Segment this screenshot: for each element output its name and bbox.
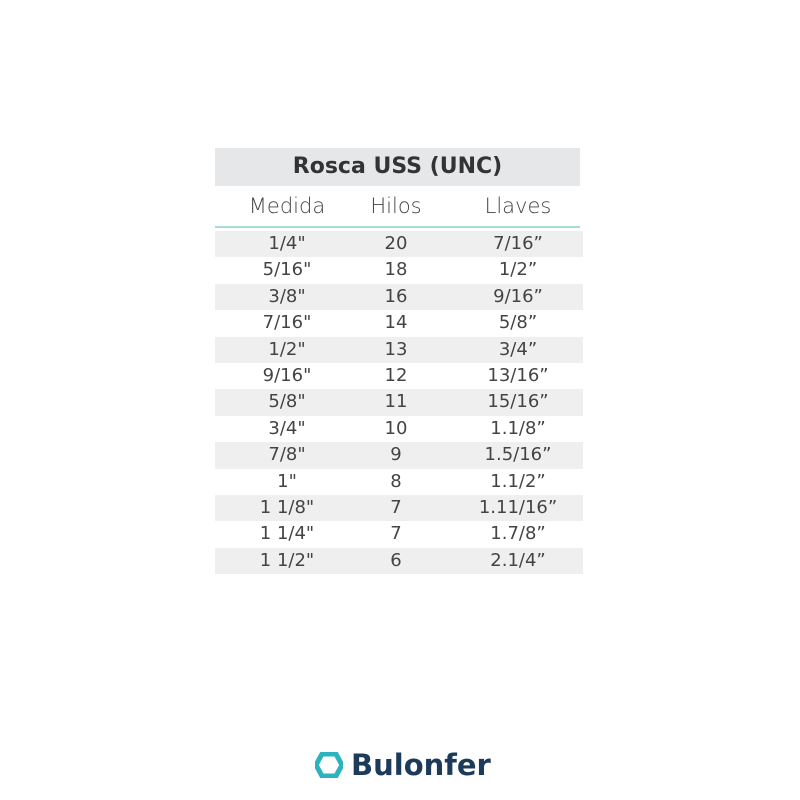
cell-llaves: 1.11/16” (478, 496, 558, 518)
table-row: 1/4" 20 7/16” (215, 231, 583, 258)
cell-hilos: 8 (390, 470, 402, 492)
cell-hilos: 10 (384, 417, 408, 439)
table-row: 7/16" 14 5/8” (215, 310, 583, 336)
table-row: 9/16" 12 13/16” (215, 363, 583, 389)
cell-hilos: 7 (390, 496, 402, 518)
cell-medida: 3/4" (268, 417, 306, 439)
cell-medida: 5/8" (268, 391, 306, 413)
table-body: 1/4" 20 7/16” 5/16" 18 1/2” 3/8" 16 9/16” 7/16" 14… (215, 231, 583, 575)
table-row: 1/2" 13 3/4” (215, 336, 583, 363)
cell-llaves: 1.1/2” (490, 470, 546, 492)
cell-medida: 3/8" (268, 285, 306, 307)
cell-llaves: 1/2” (498, 259, 538, 281)
cell-llaves: 9/16” (493, 285, 543, 307)
cell-hilos: 11 (384, 391, 408, 413)
table-row: 1 1/8" 7 1.11/16” (215, 494, 583, 522)
cell-llaves: 1.5/16” (484, 444, 552, 466)
logo-text: Bulonfer (351, 748, 491, 782)
column-header-medida: Medida (248, 194, 326, 218)
cell-medida: 1/2" (268, 338, 306, 360)
table-row: 5/8" 11 15/16” (215, 389, 583, 416)
cell-hilos: 7 (390, 523, 402, 545)
cell-hilos: 9 (390, 444, 402, 466)
cell-hilos: 13 (384, 338, 408, 360)
table-row: 1 1/2" 6 2.1/4” (215, 547, 583, 575)
table-row: 3/8" 16 9/16” (215, 283, 583, 311)
cell-medida: 5/16" (262, 259, 312, 281)
column-header-llaves: Llaves (484, 194, 552, 218)
cell-medida: 1 1/8" (259, 496, 315, 518)
cell-medida: 1 1/2" (259, 549, 315, 571)
cell-medida: 1 1/4" (259, 523, 315, 545)
cell-medida: 9/16" (262, 364, 312, 386)
cell-llaves: 5/8” (498, 312, 538, 334)
bulonfer-logo: Bulonfer (315, 748, 491, 782)
table-row: 3/4" 10 1.1/8” (215, 416, 583, 442)
table-row: 5/16" 18 1/2” (215, 257, 583, 283)
cell-llaves: 1.7/8” (490, 523, 546, 545)
cell-llaves: 7/16” (493, 233, 543, 254)
cell-hilos: 12 (384, 364, 408, 386)
cell-medida: 7/8" (268, 444, 306, 466)
cell-medida: 1/4" (268, 233, 306, 254)
cell-medida: 1" (277, 470, 297, 492)
cell-llaves: 3/4” (498, 338, 538, 360)
table-row: 1" 8 1.1/2” (215, 469, 583, 495)
cell-hilos: 20 (384, 233, 408, 254)
cell-llaves: 13/16” (487, 364, 549, 386)
cell-hilos: 16 (384, 285, 408, 307)
cell-hilos: 6 (390, 549, 402, 571)
table-title: Rosca USS (UNC) (215, 148, 580, 186)
cell-llaves: 2.1/4” (490, 549, 546, 571)
header-divider (215, 226, 580, 228)
hexagon-icon (315, 752, 343, 778)
column-header-hilos: Hilos (370, 194, 422, 218)
table-row: 1 1/4" 7 1.7/8” (215, 521, 583, 547)
cell-llaves: 15/16” (487, 391, 549, 413)
table-row: 7/8" 9 1.5/16” (215, 442, 583, 469)
cell-llaves: 1.1/8” (490, 417, 546, 439)
cell-hilos: 18 (384, 259, 408, 281)
cell-hilos: 14 (384, 312, 408, 334)
table-header: Medida Hilos Llaves (215, 192, 580, 226)
cell-medida: 7/16" (262, 312, 312, 334)
